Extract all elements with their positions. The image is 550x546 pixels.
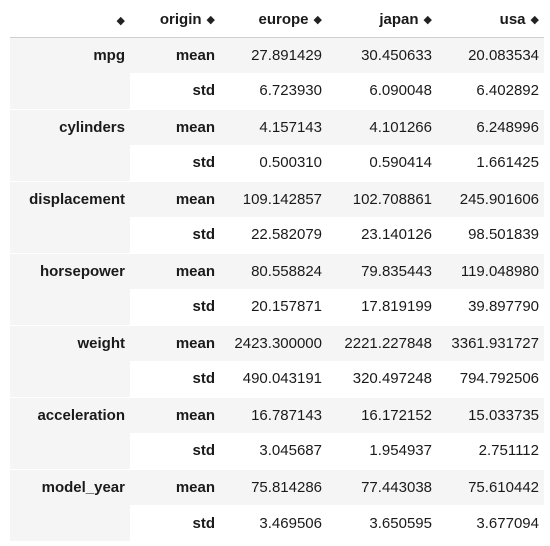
table-cell: 75.610442 [437,468,544,505]
table-body: mpg mean 27.891429 30.450633 20.083534 s… [10,36,544,541]
table-cell: 2423.300000 [220,324,327,361]
row-stat-label: std [192,442,216,460]
row-stat-label: std [192,370,216,388]
row-stat-label: std [192,514,216,532]
table-row: weight mean 2423.300000 2221.227848 3361… [10,324,544,397]
table-row: std 3.469506 3.650595 3.677094 [10,505,544,541]
table-cell: 6.723930 [259,82,322,100]
table-cell: 245.901606 [437,180,544,217]
table-row: displacement mean 109.142857 102.708861 … [10,180,544,253]
table-cell: 490.043191 [242,370,322,388]
table-cell: 16.787143 [220,396,327,433]
sort-icon[interactable]: ◆ [116,14,125,27]
header-label: usa [499,10,526,28]
row-group-label: cylinders [10,108,130,181]
sort-icon[interactable]: ◆ [206,13,215,26]
table-row: cylinders mean 4.157143 4.101266 6.24899… [10,108,544,181]
row-stat-label: std [192,226,216,244]
table-cell: 102.708861 [327,180,437,217]
row-stat-label: mean [130,468,220,505]
table-cell: 98.501839 [468,226,539,244]
table-row: std 22.582079 23.140126 98.501839 [10,217,544,253]
table-cell: 16.172152 [327,396,437,433]
table-cell: 75.814286 [220,468,327,505]
row-stat-label: mean [130,36,220,73]
header-col-europe[interactable]: europe ◆ [220,2,327,38]
row-stat-label: std [192,154,216,172]
table-cell: 15.033735 [437,396,544,433]
sort-icon[interactable]: ◆ [313,13,322,26]
table-cell: 27.891429 [220,36,327,73]
table-cell: 30.450633 [327,36,437,73]
sort-icon[interactable]: ◆ [530,13,539,26]
row-group-label: displacement [10,180,130,253]
table-row: std 3.045687 1.954937 2.751112 [10,433,544,469]
table-row: std 490.043191 320.497248 794.792506 [10,361,544,397]
header-label: europe [258,10,309,28]
table-cell: 1.661425 [476,154,539,172]
table-cell: 20.083534 [437,36,544,73]
table-row: std 0.500310 0.590414 1.661425 [10,145,544,181]
row-group-label: model_year [10,468,130,541]
table-cell: 22.582079 [251,226,322,244]
grouped-stats-table: ◆ origin ◆ europe ◆ japan ◆ usa ◆ mpg [10,2,544,541]
header-col-japan[interactable]: japan ◆ [327,2,437,38]
table-cell: 109.142857 [220,180,327,217]
table-cell: 2221.227848 [327,324,437,361]
table-row: std 20.157871 17.819199 39.897790 [10,289,544,325]
header-col-usa[interactable]: usa ◆ [437,2,544,38]
table-cell: 77.443038 [327,468,437,505]
row-group-label: acceleration [10,396,130,469]
table-cell: 4.101266 [327,108,437,145]
header-corner-sort[interactable]: ◆ [10,2,130,38]
table-cell: 6.090048 [369,82,432,100]
row-stat-label: mean [130,108,220,145]
table-cell: 79.835443 [327,252,437,289]
table-cell: 794.792506 [459,370,539,388]
table-cell: 39.897790 [468,298,539,316]
row-stat-label: std [192,82,216,100]
table-cell: 80.558824 [220,252,327,289]
table-cell: 119.048980 [437,252,544,289]
row-group-label: weight [10,324,130,397]
header-index-origin[interactable]: origin ◆ [130,2,220,38]
table-cell: 4.157143 [220,108,327,145]
table-cell: 23.140126 [361,226,432,244]
row-stat-label: std [192,298,216,316]
row-stat-label: mean [130,180,220,217]
table-cell: 2.751112 [478,442,539,460]
header-label: japan [379,10,419,28]
sort-icon[interactable]: ◆ [423,13,432,26]
table-cell: 3.469506 [259,514,322,532]
header-label: origin [159,10,202,28]
table-cell: 1.954937 [369,442,432,460]
table-cell: 320.497248 [352,370,432,388]
table-row: model_year mean 75.814286 77.443038 75.6… [10,468,544,541]
row-stat-label: mean [130,396,220,433]
row-stat-label: mean [130,324,220,361]
row-group-label: horsepower [10,252,130,325]
table-cell: 6.402892 [476,82,539,100]
table-cell: 17.819199 [361,298,432,316]
table-cell: 20.157871 [251,298,322,316]
row-stat-label: mean [130,252,220,289]
table-cell: 3.650595 [369,514,432,532]
table-cell: 6.248996 [437,108,544,145]
table-row: mpg mean 27.891429 30.450633 20.083534 [10,36,544,109]
row-group-label: mpg [10,36,130,109]
table-row: acceleration mean 16.787143 16.172152 15… [10,396,544,469]
table-cell: 3.045687 [259,442,322,460]
table-cell: 0.500310 [259,154,322,172]
table-row: std 6.723930 6.090048 6.402892 [10,73,544,109]
header-row: ◆ origin ◆ europe ◆ japan ◆ usa ◆ [10,2,544,38]
table-cell: 3361.931727 [437,324,544,361]
table-cell: 0.590414 [369,154,432,172]
table-cell: 3.677094 [476,514,539,532]
table-row: horsepower mean 80.558824 79.835443 119.… [10,252,544,325]
